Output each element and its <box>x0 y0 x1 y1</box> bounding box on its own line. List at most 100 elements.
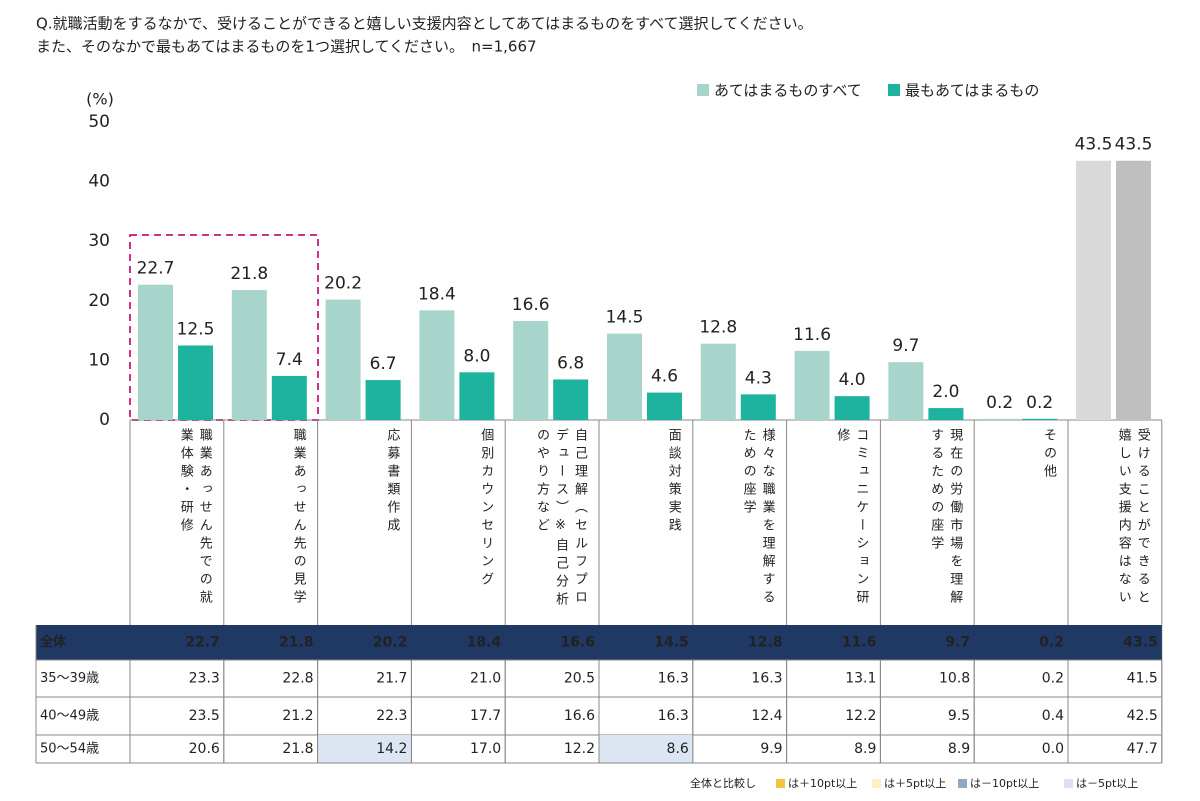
table-cell: 16.6 <box>560 635 595 651</box>
value-label: 21.8 <box>230 264 268 284</box>
table-cell: 12.4 <box>751 708 782 724</box>
table-cell: 43.5 <box>1123 635 1158 651</box>
value-label: 11.6 <box>793 325 831 345</box>
value-label: 9.7 <box>892 336 919 356</box>
table-cell: 23.3 <box>189 671 220 687</box>
table-cell: 8.6 <box>667 741 689 757</box>
table-cell: 16.6 <box>564 708 595 724</box>
table-cell-highlight <box>599 735 693 763</box>
table-cell: 9.9 <box>760 741 782 757</box>
bar <box>419 310 455 420</box>
table-cell: 16.3 <box>658 671 689 687</box>
value-label: 14.5 <box>606 308 644 328</box>
table-cell: 0.0 <box>1042 741 1064 757</box>
value-label: 12.5 <box>177 320 215 340</box>
bar <box>888 362 924 420</box>
bar <box>834 396 870 420</box>
value-label: 6.8 <box>557 353 584 373</box>
table-cell: 20.5 <box>564 671 595 687</box>
x-tick-label: 個別カウンセリング <box>478 428 494 590</box>
value-label: 7.4 <box>276 350 303 370</box>
x-tick-label: 自己理解（セルフプロデュース）※自己分析のやり方など <box>533 428 587 610</box>
table-cell: 42.5 <box>1127 708 1158 724</box>
bar <box>138 284 173 420</box>
legend-label: 最もあてはまるもの <box>905 82 1039 100</box>
table-cell: 21.7 <box>376 671 407 687</box>
value-label: 6.7 <box>370 354 397 374</box>
bar <box>1076 160 1111 421</box>
table-cell: 0.4 <box>1042 708 1064 724</box>
bar <box>553 379 589 420</box>
y-tick-label: 50 <box>88 112 110 132</box>
table-cell: 16.3 <box>751 671 782 687</box>
x-tick-label: 応募書類作成 <box>384 428 400 536</box>
y-tick-label: 0 <box>99 410 110 430</box>
comparison-swatch <box>872 779 881 788</box>
table-cell: 9.5 <box>948 708 970 724</box>
bar <box>982 418 1018 420</box>
comparison-swatch <box>776 779 785 788</box>
table-cell: 22.3 <box>376 708 407 724</box>
table-cell: 17.0 <box>470 741 501 757</box>
table-cell: 22.7 <box>185 635 220 651</box>
legend-swatch <box>697 84 709 96</box>
value-label: 22.7 <box>137 259 175 279</box>
table-cell: 12.8 <box>748 635 783 651</box>
table-cell: 12.2 <box>845 708 876 724</box>
comparison-label: は＋5pt以上 <box>884 777 946 790</box>
y-tick-label: 10 <box>88 350 110 370</box>
bar <box>231 290 267 420</box>
value-label: 4.3 <box>745 368 772 388</box>
x-tick-label: その他 <box>1040 428 1056 482</box>
table-cell: 20.2 <box>373 635 408 651</box>
bar <box>178 345 213 420</box>
table-cell: 21.0 <box>470 671 501 687</box>
comparison-label: は－10pt以上 <box>970 777 1039 790</box>
bar <box>365 380 401 420</box>
table-cell: 0.2 <box>1042 671 1064 687</box>
table-row-label: 50～54歳 <box>40 742 99 757</box>
table-cell: 9.7 <box>945 635 970 651</box>
x-tick-label: コミュニケーション研修 <box>834 428 869 608</box>
y-tick-label: 40 <box>88 172 110 192</box>
x-tick-label: 受けることができると嬉しい支援内容はない <box>1115 428 1150 608</box>
table-cell: 22.8 <box>282 671 313 687</box>
table-row-label: 全体 <box>39 634 67 650</box>
table-cell: 11.6 <box>842 635 877 651</box>
comparison-swatch <box>1064 779 1073 788</box>
table-cell: 8.9 <box>854 741 876 757</box>
value-label: 4.6 <box>651 367 678 387</box>
x-tick-label: 職業あっせん先での就業体験・研修 <box>177 428 212 608</box>
bar <box>928 408 964 420</box>
chart-title: Q.就職活動をするなかで、受けることができると嬉しい支援内容としてあてはまるもの… <box>36 15 813 33</box>
x-tick-label: 様々な職業を理解するための座学 <box>740 428 775 608</box>
value-label: 12.8 <box>699 318 737 338</box>
value-label: 0.2 <box>1026 393 1053 413</box>
comparison-label: は＋10pt以上 <box>788 777 857 790</box>
table-cell: 10.8 <box>939 671 970 687</box>
value-label: 43.5 <box>1115 135 1153 155</box>
table-cell: 16.3 <box>658 708 689 724</box>
bar <box>607 333 642 420</box>
table-row-label: 35～39歳 <box>40 671 99 686</box>
table-cell: 18.4 <box>467 635 502 651</box>
x-tick-label: 現在の労働市場を理解するための座学 <box>928 428 963 608</box>
table-cell: 13.1 <box>845 671 876 687</box>
table-cell: 17.7 <box>470 708 501 724</box>
table-cell: 47.7 <box>1127 741 1158 757</box>
y-tick-label: 30 <box>88 231 110 251</box>
highlight-box <box>129 234 319 421</box>
value-label: 43.5 <box>1075 135 1113 155</box>
value-label: 0.2 <box>986 393 1013 413</box>
table-cell: 8.9 <box>948 741 970 757</box>
table-cell: 23.5 <box>189 708 220 724</box>
table-cell: 21.8 <box>279 635 314 651</box>
table-cell: 21.8 <box>282 741 313 757</box>
table-cell-highlight <box>317 735 412 763</box>
value-label: 2.0 <box>932 382 959 402</box>
legend-swatch <box>888 84 900 96</box>
bar <box>794 350 830 420</box>
x-tick-label: 面談対策実践 <box>665 428 681 536</box>
